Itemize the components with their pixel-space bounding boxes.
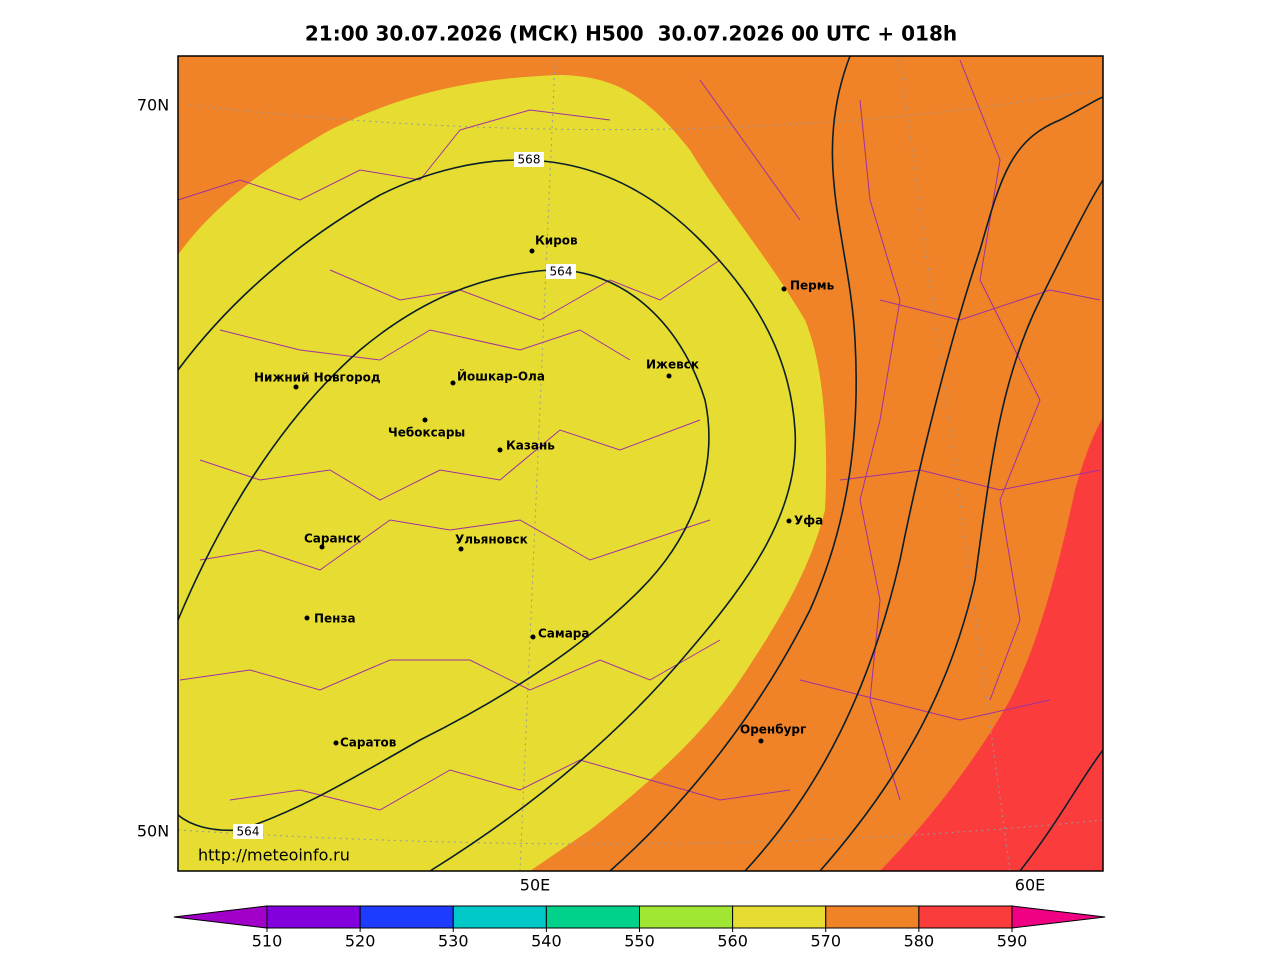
colorbar-segment [918, 905, 1013, 929]
colorbar-tick-label: 570 [810, 932, 841, 951]
colorbar-segment [825, 905, 920, 929]
city-label: Ульяновск [455, 533, 528, 547]
contour-568 [177, 159, 797, 872]
contour-label-box [514, 152, 544, 167]
city-dot [422, 417, 428, 423]
contour-label: 564 [237, 825, 260, 839]
cities: Киров Пермь Нижний Новгород Йошкар-Ола Ижевс… [254, 234, 835, 750]
city-dot [786, 518, 792, 524]
lon-label: 60E [1015, 876, 1045, 895]
city-label: Киров [535, 234, 578, 248]
colorbar-tick-label: 530 [438, 932, 469, 951]
colorbar: 510 520 530 540 550 560 570 580 590 [173, 905, 1106, 951]
city-dot [333, 740, 339, 746]
contour-576 [744, 96, 1104, 872]
city-dot [781, 286, 787, 292]
contour-label-box [233, 824, 263, 839]
colorbar-tick-label: 590 [997, 932, 1028, 951]
colorbar-segment [452, 905, 547, 929]
colorbar-segment [732, 905, 827, 929]
city-label: Пенза [314, 612, 356, 626]
colorbar-segment [359, 905, 454, 929]
contour-564 [177, 269, 710, 832]
lat-label: 70N [137, 96, 169, 115]
city-dot [530, 634, 536, 640]
city-dot [497, 447, 503, 453]
contour-584 [1019, 749, 1104, 872]
city-dot [666, 373, 672, 379]
colorbar-tick-label: 520 [345, 932, 376, 951]
contour-label: 568 [518, 153, 541, 167]
colorbar-segment [545, 905, 640, 929]
city-dot [293, 384, 299, 390]
city-dot [529, 248, 535, 254]
city-dot [450, 380, 456, 386]
city-label: Оренбург [740, 723, 806, 737]
grid-lines [177, 59, 1104, 872]
colorbar-tick-label: 580 [904, 932, 935, 951]
contour-label: 564 [550, 265, 573, 279]
city-dot [304, 615, 310, 621]
city-label: Самара [538, 627, 590, 641]
red-field [880, 418, 1103, 871]
colorbar-tick-label: 550 [624, 932, 655, 951]
contour-572 [609, 55, 857, 872]
source-url: http://meteoinfo.ru [198, 846, 350, 865]
city-label: Йошкар-Ола [457, 369, 545, 384]
city-dot [458, 546, 464, 552]
city-label: Уфа [794, 514, 823, 528]
colorbar-segment [639, 905, 734, 929]
region-borders [177, 59, 1101, 811]
colorbar-segment [266, 905, 361, 929]
city-label: Нижний Новгород [254, 371, 381, 385]
city-label: Саратов [340, 736, 397, 750]
map-frame [177, 55, 1104, 872]
contour-580 [819, 179, 1104, 872]
colorbar-extend-low [173, 905, 268, 929]
map: 568 564 564 Киров Пермь Нижний Новгород Йош… [177, 55, 1104, 872]
lat-label: 50N [137, 822, 169, 841]
city-dot [758, 738, 764, 744]
contour-label-box [546, 264, 576, 279]
colorbar-tick-label: 560 [717, 932, 748, 951]
colorbar-tick-label: 540 [531, 932, 562, 951]
city-label: Казань [506, 439, 555, 453]
city-dot [319, 544, 325, 550]
lon-label: 50E [520, 876, 550, 895]
colorbar-tick-label: 510 [252, 932, 283, 951]
colorbar-extend-high [1011, 905, 1106, 929]
title: 21:00 30.07.2026 (МСК) H500 30.07.2026 0… [305, 22, 957, 46]
city-label: Пермь [790, 279, 835, 293]
city-label: Ижевск [646, 358, 699, 372]
city-label: Саранск [304, 532, 361, 546]
city-label: Чебоксары [388, 426, 465, 440]
